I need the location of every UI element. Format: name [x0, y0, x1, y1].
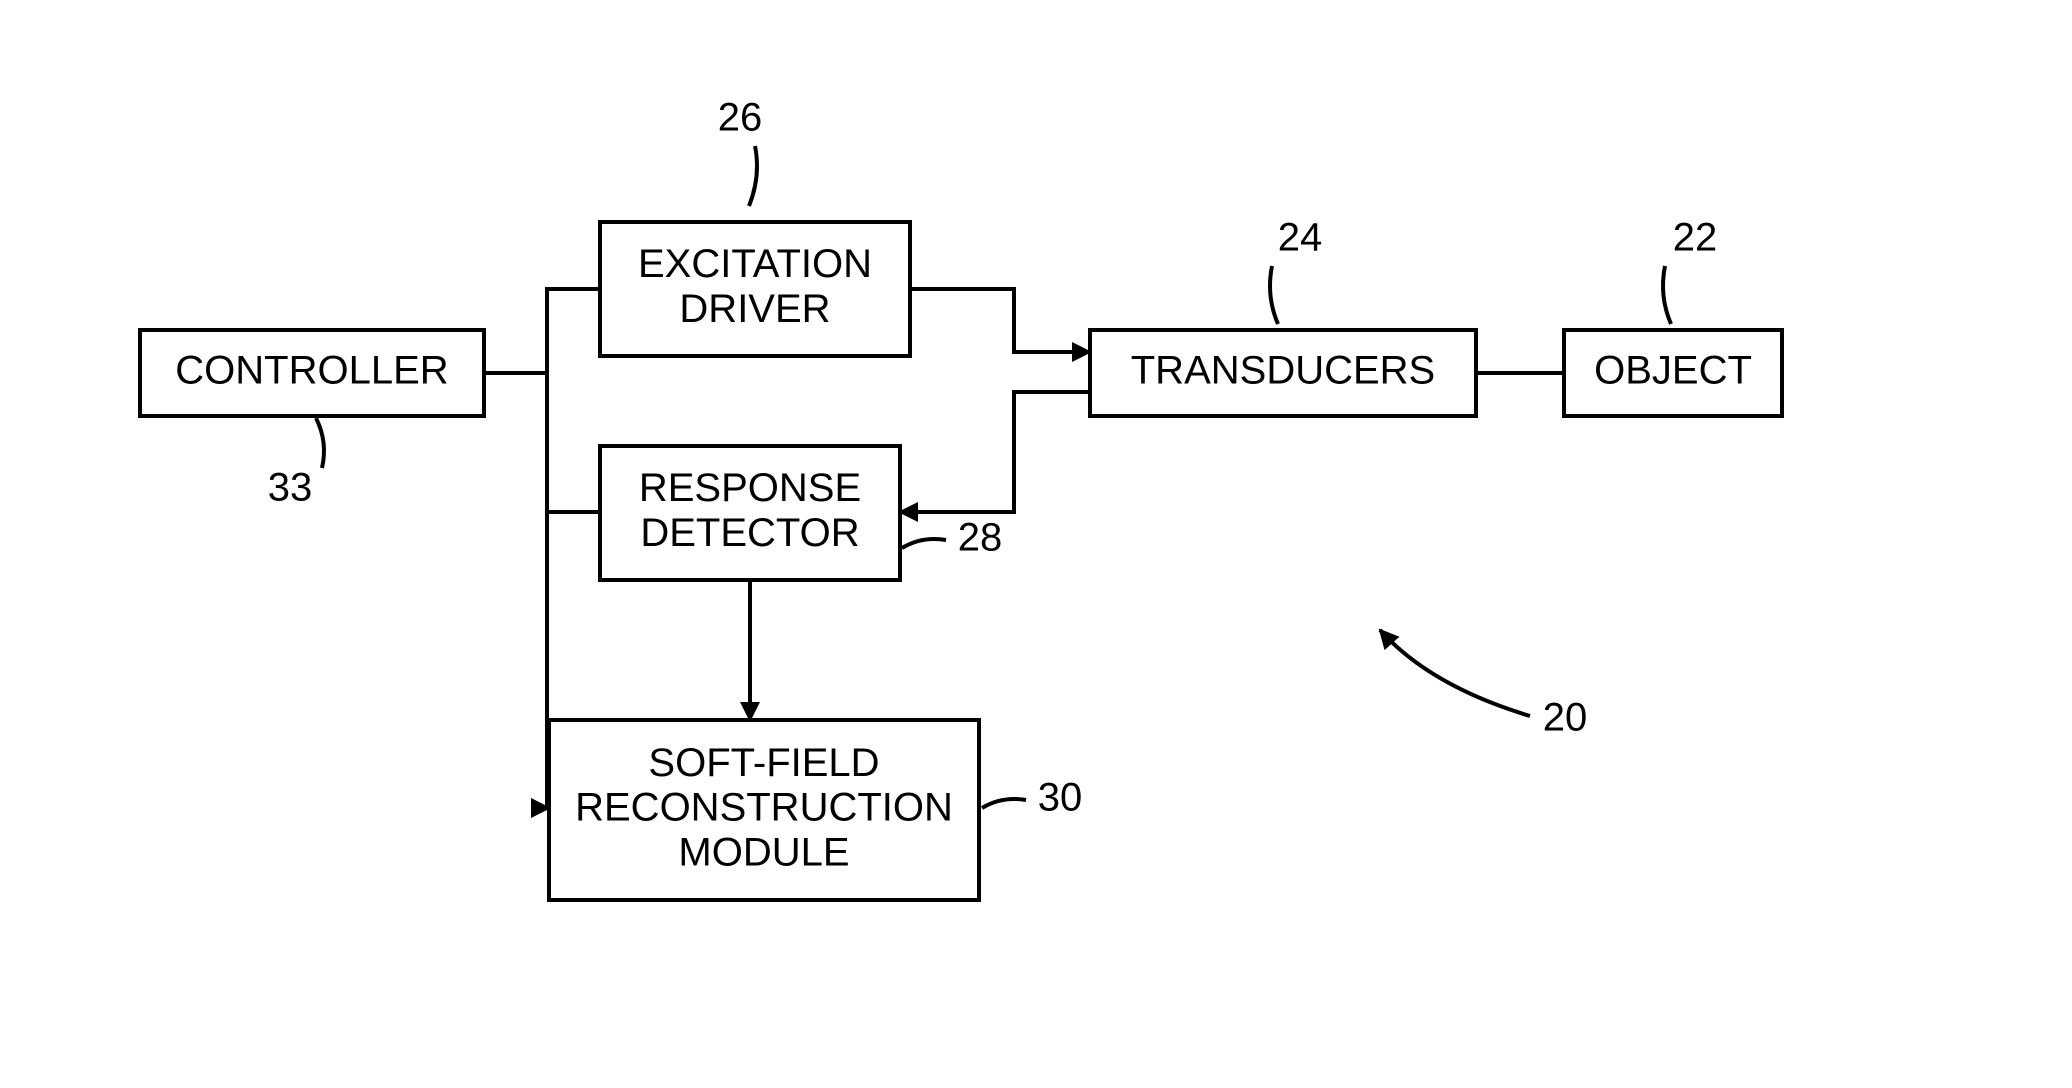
softfield-label: SOFT-FIELD [648, 741, 879, 785]
edge-controller-to-excitation [484, 289, 600, 373]
lead-26 [749, 146, 757, 206]
response-label: RESPONSE [639, 466, 861, 510]
lead-20 [1380, 630, 1530, 716]
lead-33 [316, 418, 324, 468]
refnum-22: 22 [1673, 216, 1718, 260]
edge-excitation-to-transducers [910, 289, 1090, 352]
lead-24 [1270, 266, 1278, 324]
response-label: DETECTOR [640, 511, 859, 555]
softfield-label: RECONSTRUCTION [575, 786, 953, 830]
excitation-label: EXCITATION [638, 242, 872, 286]
controller-label: CONTROLLER [175, 349, 448, 393]
lead-30 [982, 799, 1026, 808]
edge-transducers-to-response [900, 392, 1090, 512]
softfield-label: MODULE [678, 830, 849, 874]
edge-controller-to-response [547, 373, 600, 512]
lead-28 [902, 539, 946, 548]
refnum-33: 33 [268, 466, 313, 510]
edge-controller-to-softfield [547, 512, 549, 808]
refnum-26: 26 [718, 96, 763, 140]
refnum-20: 20 [1543, 696, 1588, 740]
transducers-label: TRANSDUCERS [1131, 349, 1435, 393]
refnum-30: 30 [1038, 776, 1083, 820]
refnum-24: 24 [1278, 216, 1323, 260]
refnum-28: 28 [958, 516, 1003, 560]
object-label: OBJECT [1594, 349, 1752, 393]
excitation-label: DRIVER [679, 287, 830, 331]
lead-22 [1663, 266, 1671, 324]
